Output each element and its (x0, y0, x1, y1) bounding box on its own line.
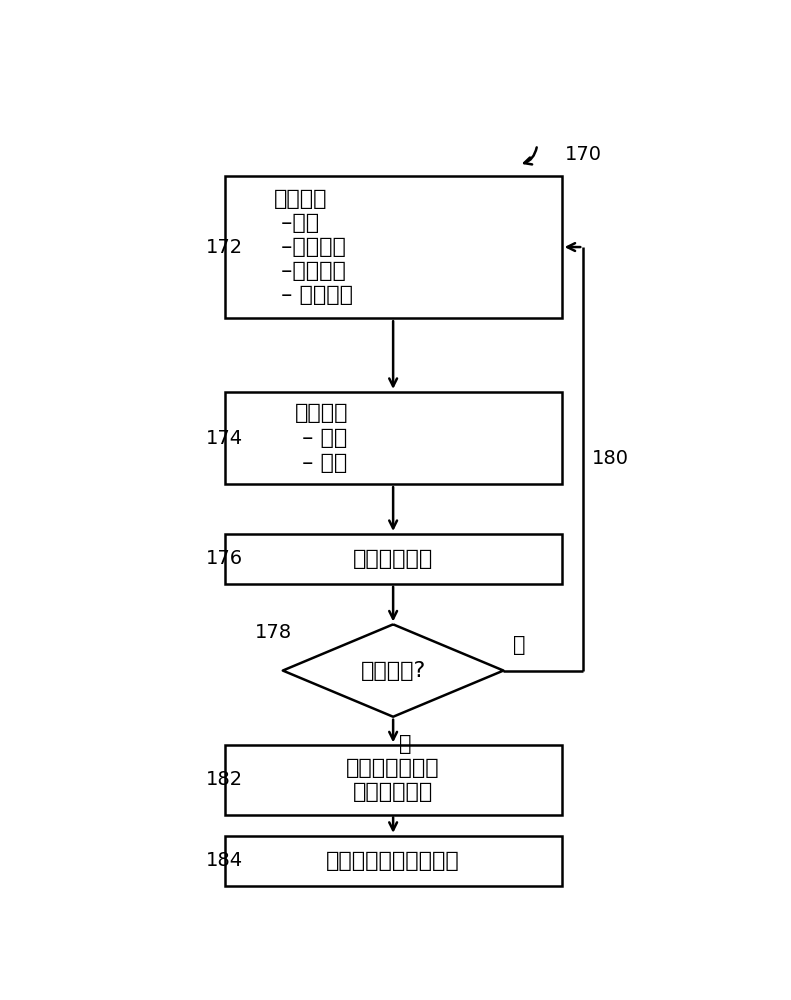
Bar (225, 176, 562, 318)
Text: 创建事件: 创建事件 (295, 403, 349, 423)
Text: 172: 172 (206, 238, 244, 257)
Text: 到事件的坐标: 到事件的坐标 (353, 782, 433, 802)
Text: – 气体密度: – 气体密度 (274, 285, 353, 305)
Text: 检测发生: 检测发生 (274, 189, 327, 209)
Text: 184: 184 (206, 851, 244, 870)
Text: –电弧: –电弧 (274, 213, 319, 233)
Bar (225, 745, 562, 815)
Text: 170: 170 (565, 145, 602, 164)
Polygon shape (283, 624, 503, 717)
Text: 将拍摄装置移动: 将拍摄装置移动 (346, 758, 440, 778)
Text: 否: 否 (513, 635, 525, 655)
Text: 在地图视图上显示事件: 在地图视图上显示事件 (326, 851, 460, 871)
Text: 176: 176 (206, 549, 244, 568)
FancyArrowPatch shape (524, 147, 537, 164)
Bar (225, 534, 562, 584)
Text: 警报事件?: 警报事件? (361, 661, 426, 681)
Text: –气体压力: –气体压力 (274, 237, 346, 257)
Text: – 正常: – 正常 (295, 428, 347, 448)
Text: 178: 178 (255, 623, 293, 642)
Text: 记录事件数据: 记录事件数据 (353, 549, 433, 569)
Text: 是: 是 (399, 734, 411, 754)
Text: 180: 180 (592, 449, 630, 468)
Text: 174: 174 (206, 429, 244, 448)
Text: – 警报: – 警报 (295, 453, 347, 473)
Text: –气体温度: –气体温度 (274, 261, 346, 281)
Bar (225, 392, 562, 484)
Text: 182: 182 (206, 770, 244, 789)
Bar (225, 836, 562, 886)
